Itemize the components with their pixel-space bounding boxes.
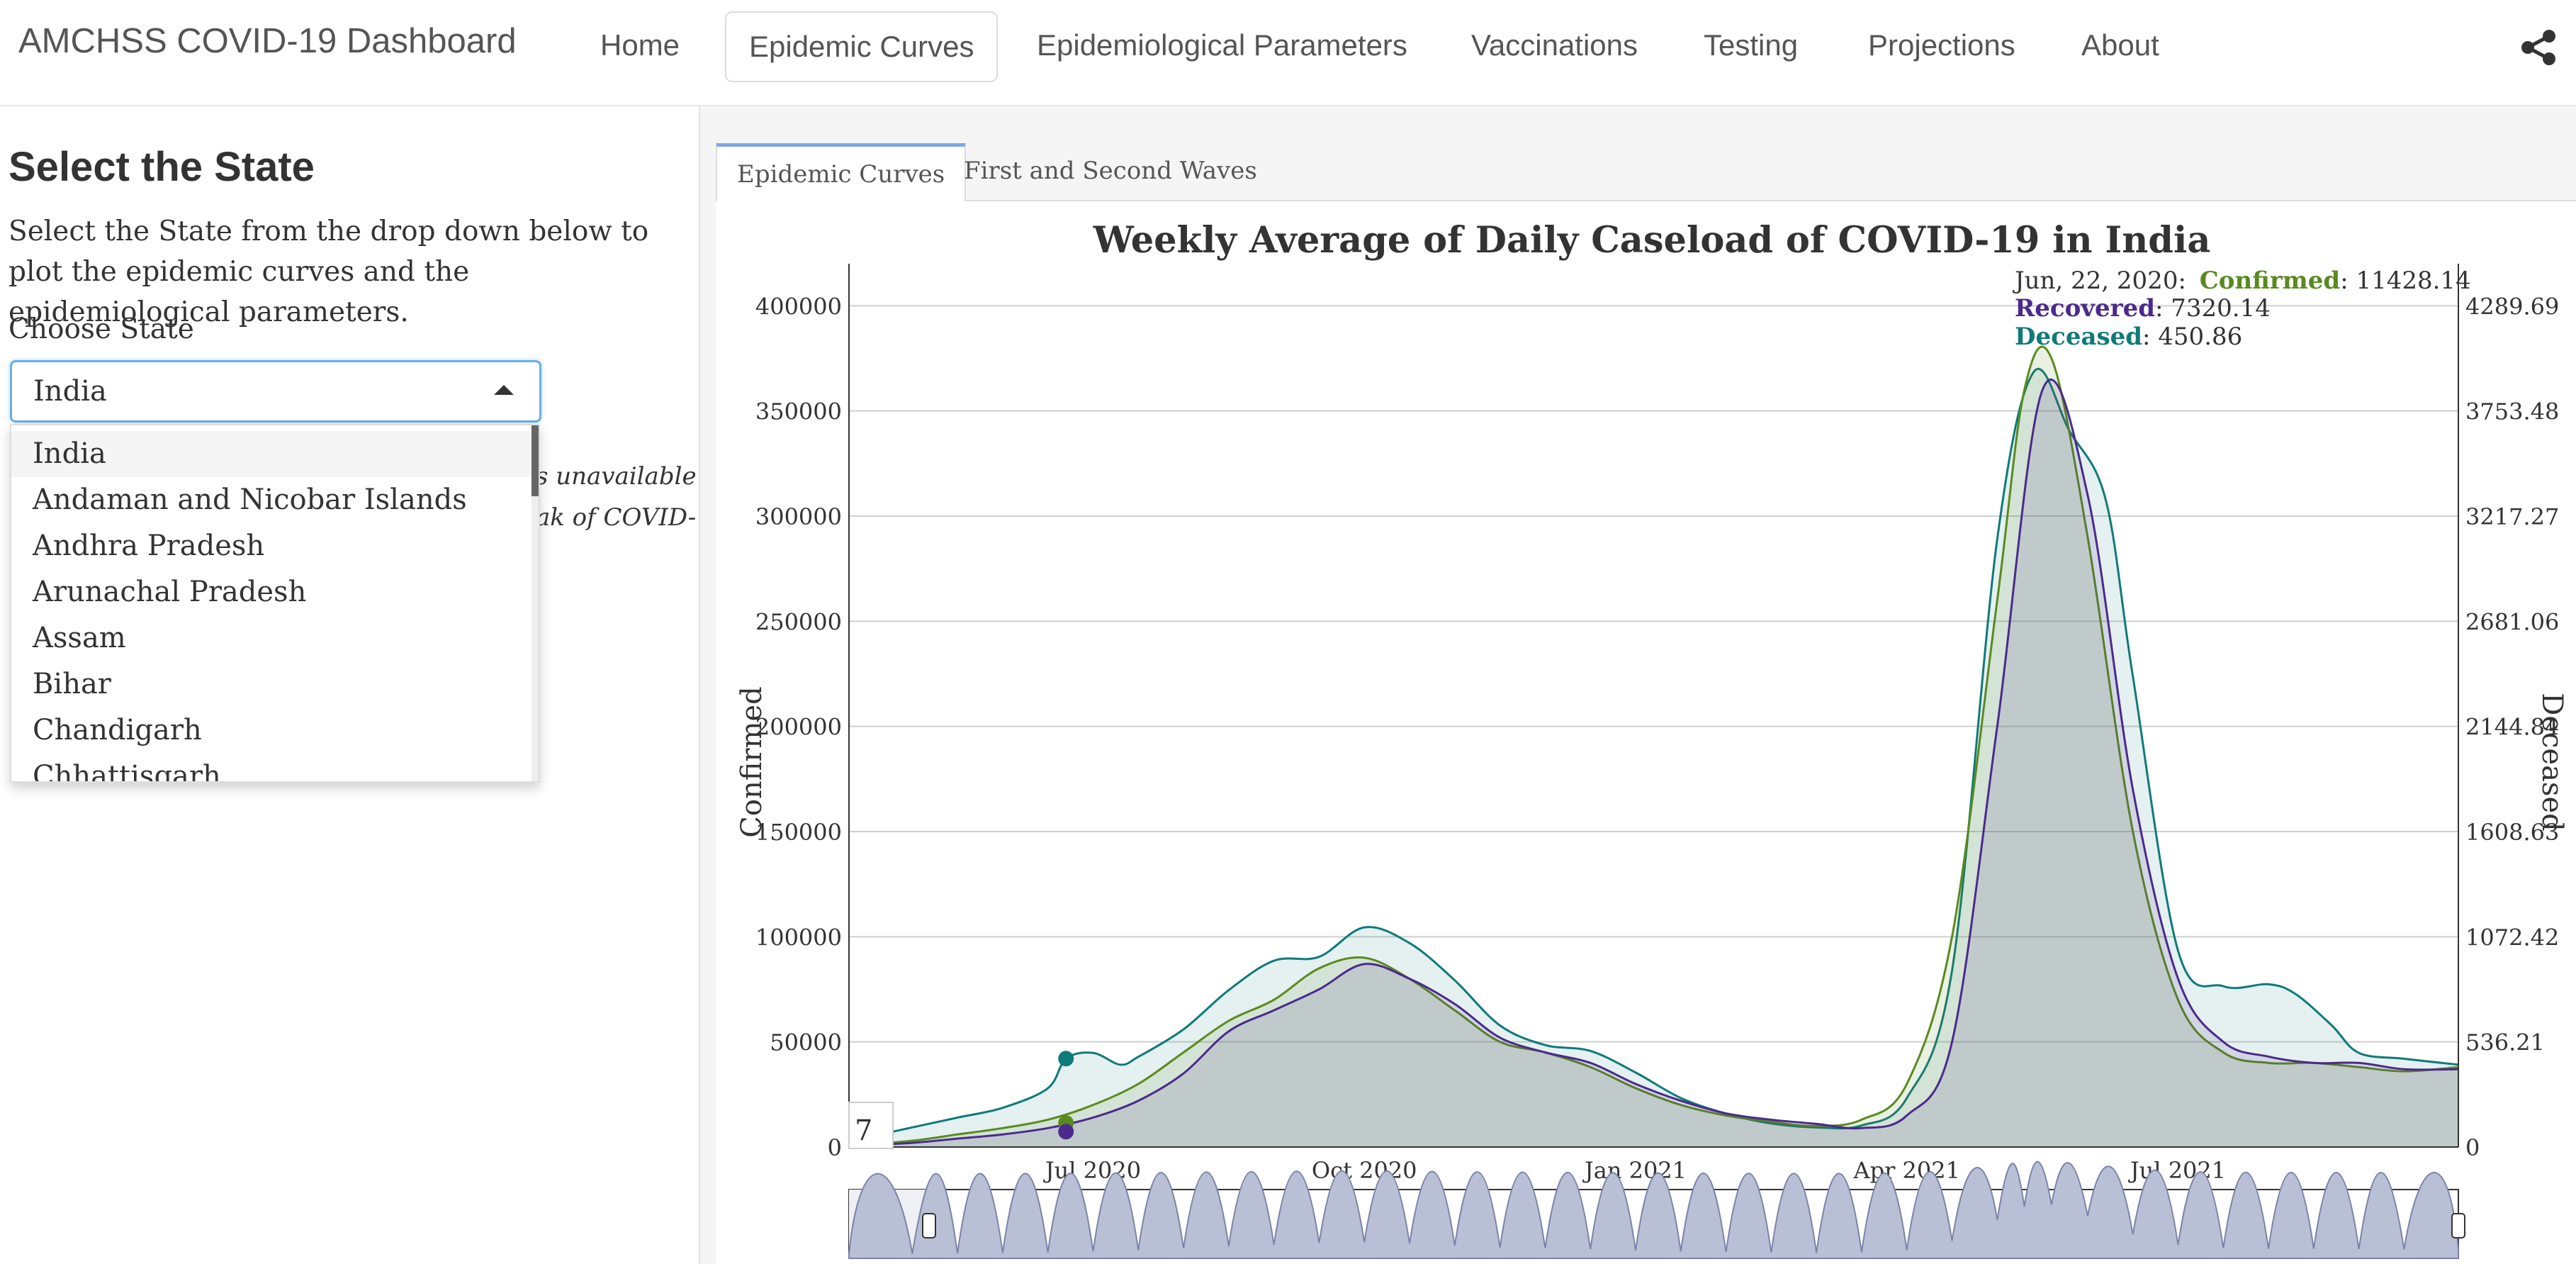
area-confirmed — [849, 347, 2458, 1147]
y2-tick-label: 536.21 — [2465, 1029, 2545, 1056]
nav-projections[interactable]: Projections — [1868, 28, 2015, 62]
tooltip-recovered-value: : 7320.14 — [2155, 294, 2271, 323]
tab-first-second-waves[interactable]: First and Second Waves — [964, 157, 1257, 185]
svg-text:Recovered: 7320.14: Recovered: 7320.14 — [2015, 294, 2271, 323]
x-tick-label: Jul 2021 — [2128, 1157, 2226, 1184]
nav-about[interactable]: About — [2081, 28, 2159, 62]
y2-axis-label: Deceased — [2536, 693, 2568, 831]
dropdown-option[interactable]: Andhra Pradesh — [33, 530, 265, 562]
roll-period-box[interactable]: 7 — [848, 1102, 894, 1149]
range-selector[interactable] — [848, 1160, 2465, 1259]
dropdown-option[interactable]: Chhattisgarh — [33, 760, 221, 783]
y-tick-label: 250000 — [755, 608, 842, 635]
y-tick-label: 150000 — [755, 819, 842, 846]
y-tick-label: 100000 — [755, 924, 842, 951]
y2-tick-label: 1072.42 — [2465, 924, 2559, 951]
nav-testing[interactable]: Testing — [1704, 28, 1799, 62]
choose-state-label: Choose State — [9, 313, 194, 345]
state-select[interactable]: India — [10, 360, 541, 423]
y2-tick-label: 2144.84 — [2465, 714, 2559, 741]
area-recovered — [849, 379, 2458, 1147]
navbar: AMCHSS COVID-19 Dashboard Home Epidemic … — [0, 0, 2576, 106]
y2-tick-label: 3753.48 — [2465, 398, 2559, 425]
y2-tick-label: 3217.27 — [2465, 503, 2559, 530]
dropdown-option[interactable]: Arunachal Pradesh — [33, 576, 307, 608]
dropdown-option[interactable]: India — [11, 431, 539, 477]
roll-period-value[interactable]: 7 — [855, 1114, 872, 1147]
tooltip-recovered-label: Recovered — [2015, 294, 2155, 323]
sidebar: Select the State Select the State from t… — [0, 106, 700, 1264]
line-confirmed — [848, 345, 2459, 1148]
range-handle-left — [922, 1213, 936, 1238]
y-tick-label: 300000 — [755, 503, 842, 530]
line-recovered — [848, 378, 2459, 1148]
nav-epidemiological-parameters[interactable]: Epidemiological Parameters — [1037, 28, 1407, 62]
dropdown-option[interactable]: Andaman and Nicobar Islands — [33, 483, 467, 516]
svg-text:Deceased: 450.86: Deceased: 450.86 — [2015, 323, 2242, 351]
dropdown-option[interactable]: Assam — [33, 622, 126, 654]
chart-title: Weekly Average of Daily Caseload of COVI… — [1093, 219, 2211, 262]
y-tick-label: 50000 — [770, 1029, 842, 1056]
x-tick-label: Oct 2020 — [1312, 1157, 1417, 1184]
app-title[interactable]: AMCHSS COVID-19 Dashboard — [18, 22, 517, 60]
marker-deceased — [1058, 1051, 1074, 1067]
y2-tick-label: 0 — [2465, 1134, 2480, 1161]
nav-home[interactable]: Home — [600, 28, 680, 62]
chart-tabs: Epidemic Curves First and Second Waves — [716, 143, 2576, 203]
dropdown-option[interactable]: Bihar — [33, 668, 111, 700]
y2-tick-label: 1608.63 — [2465, 819, 2559, 846]
sidebar-title: Select the State — [9, 144, 315, 190]
svg-text:Jun, 22, 2020: Confirmed: Jun, 22, 2020: Confirmed: 11428.14 — [2013, 267, 2471, 295]
caret-up-icon[interactable] — [494, 385, 514, 395]
range-mini-area — [848, 1160, 2459, 1259]
area-deceased — [849, 369, 2458, 1148]
y-tick-label: 200000 — [755, 714, 842, 741]
y2-tick-label: 4289.69 — [2465, 293, 2559, 320]
marker-recovered — [1058, 1124, 1074, 1140]
tooltip-confirmed-value: : 11428.14 — [2340, 267, 2471, 295]
tooltip-deceased-value: : 450.86 — [2142, 323, 2242, 351]
x-tick-label: Jul 2020 — [1043, 1157, 1141, 1184]
tab-epidemic-curves[interactable]: Epidemic Curves — [716, 143, 967, 203]
y-axis-label: Confirmed — [736, 686, 768, 837]
tooltip-date: Jun, 22, 2020: — [2013, 267, 2186, 295]
chart-area — [716, 201, 2576, 1264]
state-dropdown[interactable]: India Andaman and Nicobar Islands Andhra… — [10, 424, 540, 783]
tooltip-legend: Jun, 22, 2020: Confirmed: 11428.14 Recov… — [2013, 267, 2471, 351]
y-tick-label: 350000 — [755, 398, 842, 425]
dropdown-scroll-track[interactable] — [531, 425, 539, 781]
x-tick-label: Jan 2021 — [1582, 1157, 1687, 1184]
note-line-1: s unavailable — [536, 462, 697, 491]
tooltip-confirmed-label: Confirmed — [2200, 267, 2340, 295]
nav-vaccinations[interactable]: Vaccinations — [1471, 28, 1638, 62]
nav-epidemic-curves[interactable]: Epidemic Curves — [725, 11, 999, 82]
share-icon[interactable] — [2519, 28, 2558, 67]
line-deceased — [848, 367, 2459, 1143]
y2-tick-label: 2681.06 — [2465, 608, 2559, 635]
note-line-2: ak of COVID- — [536, 503, 697, 532]
x-tick-label: Apr 2021 — [1852, 1157, 1960, 1184]
sidebar-description: Select the State from the drop down belo… — [9, 216, 649, 328]
state-select-value: India — [33, 375, 107, 408]
dropdown-scrollbar[interactable] — [531, 425, 539, 496]
range-handle-right — [2451, 1213, 2465, 1238]
y-tick-label: 400000 — [755, 293, 842, 320]
dropdown-option[interactable]: Chandigarh — [33, 714, 202, 746]
y-tick-label: 0 — [828, 1134, 842, 1161]
tooltip-deceased-label: Deceased — [2015, 323, 2142, 351]
